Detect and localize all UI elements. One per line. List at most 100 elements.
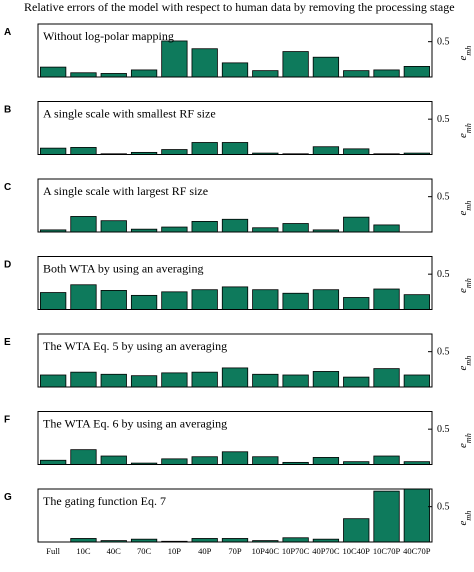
panel-f: 0.5 F The WTA Eq. 6 by using an averaging e… <box>4 411 473 465</box>
panel-letter: E <box>4 337 11 348</box>
bar-d-40p70c <box>312 289 340 310</box>
panel-label: The WTA Eq. 5 by using an averaging <box>43 339 227 353</box>
bar-e-70c <box>130 375 158 388</box>
panel-frame <box>37 411 433 465</box>
bar-f-full <box>40 459 67 465</box>
bar-d-40c70p <box>403 294 430 310</box>
bar-f-40p <box>191 456 218 465</box>
x-tick-label: 10P40C <box>252 546 280 556</box>
bar-d-10c40p <box>343 297 370 310</box>
x-tick-label: 70C <box>137 546 152 556</box>
panel-label: Without log-polar mapping <box>43 29 174 43</box>
y-axis-label: emh <box>457 433 473 448</box>
bar-c-10c <box>70 216 97 233</box>
panels: 0.5 A Without log-polar mapping emh 0.5 B A si… <box>4 23 473 556</box>
y-axis-label-subscript: mh <box>464 356 473 366</box>
bar-a-10c70p <box>373 69 400 78</box>
bar-g-70p <box>221 538 249 543</box>
y-tick-label: 0.5 <box>437 347 450 358</box>
y-axis-label: emh <box>457 278 473 293</box>
bar-c-40c <box>100 220 127 233</box>
bar-e-70p <box>221 367 249 388</box>
x-tick-label: 40C70P <box>403 546 431 556</box>
panel-b: 0.5 B A single scale with smallest RF size… <box>4 101 473 155</box>
bar-f-70p <box>221 451 249 465</box>
panel-letter: D <box>4 260 11 271</box>
bar-c-10p40c <box>252 227 279 233</box>
bar-e-40c <box>100 373 127 388</box>
bar-f-10p <box>161 458 188 465</box>
panel-label: The WTA Eq. 6 by using an averaging <box>43 417 227 431</box>
x-tick-label: 10P <box>168 546 182 556</box>
panel-letter: F <box>4 415 10 426</box>
bar-a-10c <box>70 72 97 78</box>
panel-letter: A <box>4 27 11 38</box>
bar-e-10p70c <box>282 374 309 388</box>
panel-frame <box>37 178 433 233</box>
bar-e-full <box>40 374 67 388</box>
panel-c: 0.5 C A single scale with largest RF size e… <box>4 178 473 233</box>
bar-e-10c70p <box>373 368 400 388</box>
bar-c-10p <box>161 226 188 233</box>
x-tick-label: 40P70C <box>312 546 340 556</box>
bar-a-40p <box>191 48 218 78</box>
panel-frame <box>37 488 433 543</box>
bar-d-70c <box>130 294 158 310</box>
x-tick-label: 70P <box>228 546 242 556</box>
y-tick-label: 0.5 <box>437 37 450 48</box>
bar-d-70p <box>221 286 249 310</box>
bar-a-10p40c <box>252 70 279 78</box>
panel-label: The gating function Eq. 7 <box>43 494 166 508</box>
bar-g-10p70c <box>282 537 309 543</box>
y-tick-label: 0.5 <box>437 114 450 125</box>
x-tick-label: 10C70P <box>373 546 401 556</box>
panel-e: 0.5 E The WTA Eq. 5 by using an averaging e… <box>4 333 473 388</box>
bar-g-10c40p <box>343 518 370 543</box>
bar-e-40p70c <box>312 371 340 388</box>
bar-g-40c70p <box>403 488 430 543</box>
panel-label: A single scale with smallest RF size <box>43 107 216 121</box>
bar-b-70p <box>221 142 249 155</box>
bar-f-10p40c <box>252 456 279 465</box>
bar-e-40c70p <box>403 374 430 388</box>
figure-title: Relative errors of the model with respec… <box>24 0 455 14</box>
bar-d-10c <box>70 284 97 310</box>
y-axis-label: emh <box>457 46 473 61</box>
panel-frame <box>37 23 433 78</box>
y-axis-label-subscript: mh <box>464 46 473 56</box>
bar-c-10c70p <box>373 224 400 233</box>
y-tick-label: 0.5 <box>437 269 450 280</box>
bar-d-10p <box>161 291 188 310</box>
bar-g-10c <box>70 538 97 543</box>
bar-b-40p <box>191 142 218 155</box>
y-axis-label-subscript: mh <box>464 123 473 133</box>
y-tick-label: 0.5 <box>437 424 450 435</box>
x-tick-label: 40P <box>198 546 212 556</box>
bar-d-40p <box>191 289 218 310</box>
bar-b-10p <box>161 149 188 155</box>
bar-e-10c <box>70 371 97 388</box>
panel-letter: G <box>4 492 12 503</box>
bar-b-40p70c <box>312 146 340 155</box>
bar-a-10p <box>161 40 188 78</box>
panel-frame <box>37 101 433 155</box>
bar-a-10c40p <box>343 70 370 78</box>
bar-c-10c40p <box>343 216 370 233</box>
bar-e-10p40c <box>252 373 279 388</box>
bar-d-10c70p <box>373 288 400 310</box>
x-tick-label: Full <box>46 546 60 556</box>
bar-a-70p <box>221 62 249 78</box>
bar-c-40p <box>191 220 218 233</box>
x-tick-label: 10C40P <box>343 546 371 556</box>
y-axis-label: emh <box>457 123 473 138</box>
bar-a-40c70p <box>403 66 430 78</box>
bar-e-10p <box>161 372 188 388</box>
bar-a-70c <box>130 69 158 78</box>
y-axis-label-subscript: mh <box>464 201 473 211</box>
bar-d-10p70c <box>282 292 309 310</box>
panel-a: 0.5 A Without log-polar mapping emh <box>4 23 473 78</box>
bar-c-10p70c <box>282 223 309 233</box>
y-tick-label: 0.5 <box>437 502 450 513</box>
panel-letter: B <box>4 105 11 116</box>
